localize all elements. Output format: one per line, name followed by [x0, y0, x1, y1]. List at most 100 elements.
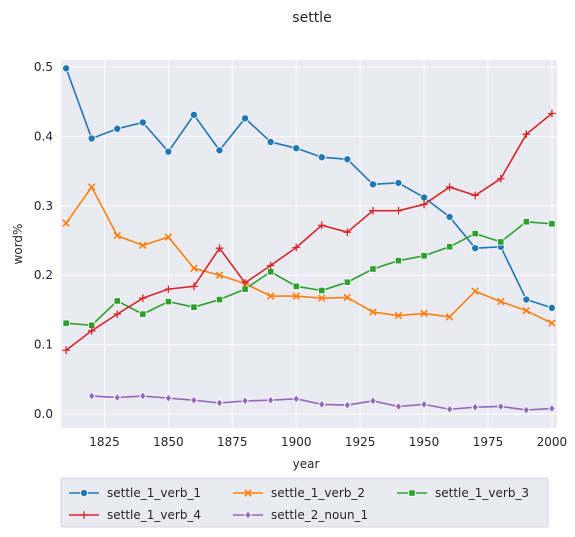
x-tick-label: 1975 — [473, 435, 504, 449]
data-point — [292, 394, 300, 404]
data-point — [420, 193, 429, 202]
legend-item: settle_1_verb_3 — [397, 486, 529, 500]
data-point — [190, 264, 198, 273]
x-tick-label: 1875 — [217, 435, 248, 449]
legend-label: settle_2_noun_1 — [271, 508, 368, 522]
data-point — [215, 146, 224, 155]
x-axis-ticks: 1825 1850 1875 1900 1925 1950 1975 2000 — [89, 435, 567, 449]
data-point — [496, 297, 505, 306]
y-tick-label: 0.3 — [34, 199, 53, 213]
grid — [61, 60, 557, 428]
data-point — [497, 238, 505, 246]
data-point — [420, 399, 428, 410]
data-point — [369, 396, 377, 406]
data-point — [138, 118, 147, 127]
legend-item: settle_1_verb_2 — [233, 486, 365, 500]
y-tick-label: 0.4 — [34, 129, 53, 143]
data-point — [62, 64, 71, 73]
data-point — [445, 313, 454, 321]
data-point — [87, 183, 96, 191]
data-point — [420, 200, 428, 209]
data-point — [139, 294, 147, 302]
data-point — [420, 309, 428, 318]
data-point — [369, 206, 377, 215]
legend-marker — [244, 489, 252, 497]
data-point — [190, 282, 198, 291]
legend-marker — [80, 488, 89, 497]
legend-box — [60, 477, 549, 528]
data-point — [292, 292, 300, 300]
data-point — [394, 206, 403, 215]
data-point — [215, 295, 224, 304]
data-point — [87, 391, 96, 401]
series-settle_1_verb_3 — [62, 218, 556, 329]
legend-label: settle_1_verb_3 — [435, 486, 529, 500]
data-point — [548, 403, 556, 414]
series-settle_1_verb_4 — [62, 109, 556, 355]
series-lines — [62, 64, 556, 415]
data-point — [113, 124, 122, 133]
x-tick-label: 1925 — [345, 435, 376, 449]
data-point — [497, 401, 505, 412]
data-point — [420, 252, 428, 260]
data-point — [215, 244, 224, 252]
legend-item: settle_2_noun_1 — [233, 508, 368, 522]
data-point — [394, 401, 403, 412]
legend-marker — [80, 511, 88, 519]
legend-label: settle_1_verb_2 — [271, 486, 365, 500]
data-point — [318, 294, 326, 302]
data-point — [343, 155, 352, 164]
y-tick-label: 0.0 — [34, 407, 53, 421]
data-point — [87, 134, 96, 143]
data-point — [164, 298, 172, 306]
data-point — [446, 243, 454, 251]
data-point — [317, 153, 326, 162]
data-point — [522, 405, 531, 415]
x-tick-label: 2000 — [537, 435, 568, 449]
data-point — [62, 319, 70, 327]
data-point — [190, 395, 198, 405]
data-point — [368, 180, 377, 189]
data-point — [369, 308, 377, 316]
data-point — [548, 319, 556, 327]
data-point — [471, 191, 479, 200]
data-point — [164, 147, 173, 156]
y-tick-label: 0.5 — [34, 60, 53, 74]
data-point — [292, 282, 300, 290]
series-settle_1_verb_1 — [62, 64, 556, 312]
y-tick-label: 0.2 — [34, 268, 53, 282]
legend-item: settle_1_verb_4 — [69, 508, 201, 522]
series-settle_1_verb_2 — [62, 183, 556, 327]
y-axis-label: word% — [11, 224, 25, 265]
data-point — [522, 306, 531, 315]
data-point — [62, 346, 70, 355]
data-point — [266, 292, 275, 300]
data-point — [445, 212, 454, 221]
series-line — [65, 186, 553, 324]
chart-title: settle — [292, 10, 331, 26]
data-point — [164, 233, 173, 241]
data-point — [266, 261, 275, 270]
data-point — [215, 398, 224, 408]
data-point — [548, 109, 556, 118]
data-point — [113, 310, 122, 318]
data-point — [471, 244, 480, 253]
data-point — [394, 311, 403, 320]
data-point — [343, 278, 351, 286]
x-tick-label: 1850 — [153, 435, 184, 449]
legend-item: settle_1_verb_1 — [69, 486, 201, 500]
x-tick-label: 1900 — [281, 435, 312, 449]
legend: settle_1_verb_1 settle_1_verb_2 settle_1_v… — [60, 477, 549, 528]
data-point — [292, 243, 301, 252]
data-point — [113, 297, 121, 305]
data-point — [139, 391, 147, 401]
series-line — [65, 112, 553, 351]
series-line — [66, 220, 552, 327]
data-point — [522, 218, 530, 226]
data-point — [164, 285, 173, 293]
x-tick-label: 1825 — [89, 435, 120, 449]
x-axis-label: year — [293, 457, 320, 471]
x-tick-label: 1950 — [409, 435, 440, 449]
data-point — [139, 310, 147, 318]
